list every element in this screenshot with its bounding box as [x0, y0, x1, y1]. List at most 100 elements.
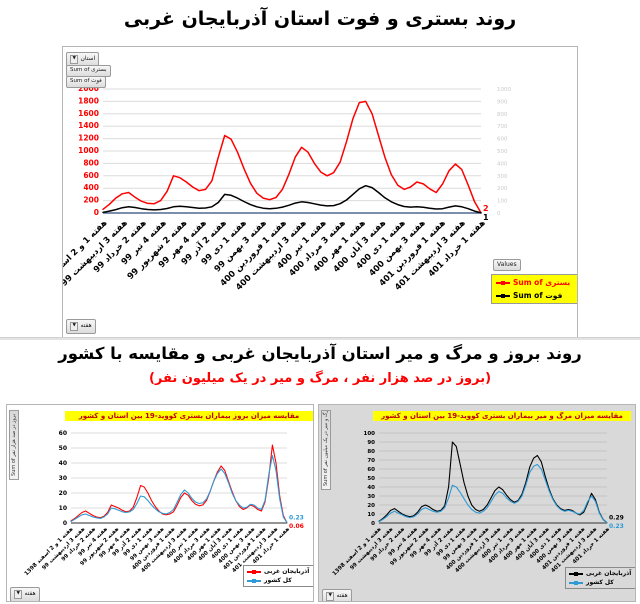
hospitalization-death-chart-panel: استان ▼ Sum of بستری Sum of فوت 0 0 200 100…	[62, 46, 578, 338]
series-end-value-label: 2	[483, 204, 489, 213]
y-axis-tick-label: 800	[83, 158, 99, 167]
secondary-y-axis-tick-label: 1000	[497, 87, 511, 93]
week-axis-field-button[interactable]: هفته ▼	[66, 319, 96, 334]
series-end-value-label: 0.29	[609, 515, 624, 522]
incidence-chart-title: مقایسه میزان بروز بیماران بستری کووید-19…	[65, 411, 313, 422]
series-end-value-label: 1	[483, 213, 489, 222]
series-line	[102, 100, 482, 214]
series-end-value-label: 0.23	[289, 515, 304, 522]
series-line	[70, 444, 288, 524]
y-axis-tick-label: 90	[367, 440, 375, 446]
series-end-value-label: 0.23	[609, 523, 624, 530]
mortality-value-field-button[interactable]: Sum of مرگ و میر در یک میلیون نفر	[321, 410, 331, 490]
secondary-y-axis-tick-label: 600	[497, 137, 508, 143]
secondary-y-axis-tick-label: 100	[497, 199, 508, 205]
y-axis-tick-label: 80	[367, 449, 375, 455]
series-line	[102, 184, 482, 214]
legend-item-province: آذربایجان غربی	[569, 570, 633, 577]
field-dropdown-arrow-icon: ▼	[14, 590, 23, 599]
y-axis-tick-label: 30	[59, 475, 67, 482]
week-axis-field-button[interactable]: هفته ▼	[322, 589, 352, 601]
secondary-y-axis-tick-label: 500	[497, 149, 508, 155]
y-axis-tick-label: 40	[59, 460, 67, 467]
y-axis-tick-label: 30	[367, 494, 375, 500]
y-axis-tick-label: 60	[367, 467, 375, 473]
value-field-label: Sum of فوت	[70, 78, 102, 84]
y-axis-tick-label: 1400	[78, 121, 99, 130]
y-axis-tick-label: 60	[59, 430, 67, 437]
series-end-value-label: 0.06	[289, 523, 304, 530]
y-axis-tick-label: 40	[367, 485, 375, 491]
secondary-y-axis-tick-label: 400	[497, 161, 508, 167]
legend-item-province: آذربایجان غربی	[247, 568, 311, 575]
series-line	[378, 463, 608, 524]
value-field-button-deaths[interactable]: Sum of فوت	[66, 76, 106, 88]
y-axis-tick-label: 0	[371, 521, 375, 527]
series-line-glyph	[569, 580, 583, 585]
secondary-y-axis-tick-label: 300	[497, 174, 508, 180]
filter-dropdown-arrow-icon: ▼	[70, 55, 79, 64]
series-line-glyph	[496, 293, 510, 298]
y-axis-tick-label: 0	[63, 520, 67, 527]
y-axis-tick-label: 50	[367, 476, 375, 482]
chart-legend: Sum of بستری Sum of فوت	[491, 274, 577, 304]
secondary-y-axis-tick-label: 200	[497, 186, 508, 192]
hospitalization-death-chart: 0 0 200 100 400 200 600 300 800 400 1000 500 1200 600…	[78, 84, 511, 222]
legend-label: Sum of فوت	[513, 291, 563, 300]
legend-label: کل کشور	[586, 579, 614, 586]
week-axis-field-button[interactable]: هفته ▼	[10, 587, 40, 601]
series-line-glyph	[496, 280, 510, 285]
week-field-label: هفته	[80, 322, 92, 330]
legend-label: Sum of بستری	[513, 278, 571, 287]
series-line-glyph	[247, 578, 261, 583]
field-dropdown-arrow-icon: ▼	[70, 322, 79, 331]
legend-item-deaths: Sum of فوت	[496, 291, 577, 300]
province-filter-label: استان	[80, 55, 96, 63]
series-line-glyph	[569, 571, 583, 576]
y-axis-tick-label: 1800	[78, 96, 99, 105]
y-axis-tick-label: 70	[367, 458, 375, 464]
y-axis-tick-label: 2000	[78, 84, 99, 93]
y-axis-tick-label: 1200	[78, 134, 99, 143]
mortality-legend: آذربایجان غربی کل کشور	[565, 567, 635, 589]
secondary-y-axis-tick-label: 0	[497, 211, 501, 217]
secondary-y-axis-tick-label: 800	[497, 112, 508, 118]
field-dropdown-arrow-icon: ▼	[326, 592, 335, 601]
secondary-y-axis-tick-label: 700	[497, 124, 508, 130]
series-line	[70, 454, 288, 524]
legend-item-hospitalized: Sum of بستری	[496, 278, 577, 287]
legend-label: آذربایجان غربی	[586, 570, 632, 577]
y-axis-tick-label: 1600	[78, 109, 99, 118]
legend-label: آذربایجان غربی	[264, 568, 310, 575]
page-title: روند بستری و فوت استان آذربایجان غربی	[123, 8, 517, 30]
y-axis-tick-label: 10	[367, 512, 375, 518]
y-axis-tick-label: 100	[364, 431, 376, 437]
legend-item-country: کل کشور	[247, 577, 311, 584]
values-legend-button[interactable]: Values	[493, 259, 521, 271]
y-axis-tick-label: 400	[83, 183, 99, 192]
y-axis-tick-label: 20	[367, 503, 375, 509]
y-axis-tick-label: 0	[94, 208, 99, 217]
mortality-chart: 0 10 20 30 40 50 60 70 80 90 100 0.290.23	[364, 431, 624, 530]
y-axis-tick-label: 1000	[78, 146, 99, 155]
incidence-value-field-button[interactable]: Sum of بروز در صد هزار نفر	[9, 410, 19, 480]
series-line-glyph	[247, 569, 261, 574]
y-axis-tick-label: 600	[83, 171, 99, 180]
incidence-legend: آذربایجان غربی کل کشور	[243, 565, 313, 587]
secondary-y-axis-tick-label: 900	[497, 99, 508, 105]
week-field-label: هفته	[24, 590, 36, 598]
mortality-chart-panel: Sum of مرگ و میر در یک میلیون نفر مقایسه…	[318, 404, 636, 602]
incidence-chart-panel: Sum of بروز در صد هزار نفر مقایسه میزان …	[6, 404, 314, 602]
y-axis-tick-label: 200	[83, 196, 99, 205]
legend-item-country: کل کشور	[569, 579, 633, 586]
week-field-label: هفته	[336, 592, 348, 600]
incidence-chart: 0 10 20 30 40 50 60 0.060.23	[59, 430, 304, 530]
value-field-label: Sum of بستری	[70, 67, 107, 73]
mortality-chart-title: مقایسه میزان مرگ و میر بیماران بستری کوو…	[373, 411, 631, 422]
bottom-section-title: روند بروز و مرگ و میر استان آذربایجان غر…	[58, 344, 582, 363]
bottom-section-subtitle: (بروز در صد هزار نفر ، مرگ و میر در یک م…	[148, 371, 492, 386]
series-line	[378, 441, 608, 524]
value-field-button-hospitalized[interactable]: Sum of بستری	[66, 65, 111, 77]
section-divider	[0, 337, 640, 340]
